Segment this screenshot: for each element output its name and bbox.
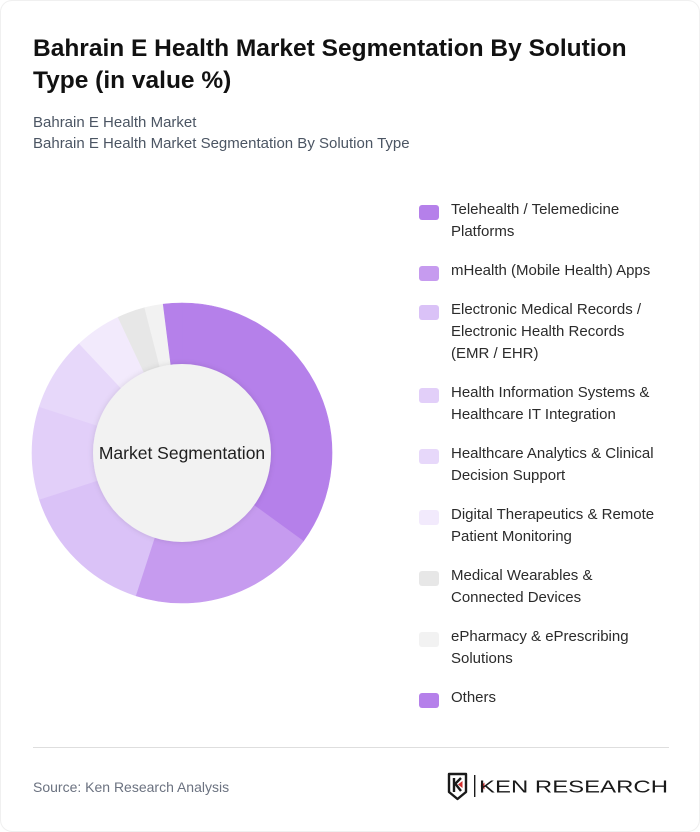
legend-item-digital-therapeutics[interactable]: Digital Therapeutics & Remote Patient Mo… (419, 504, 679, 548)
legend-swatch (419, 510, 439, 525)
donut-hole (93, 364, 271, 542)
legend-label-line: Solutions (451, 650, 513, 667)
legend-label: Medical Wearables & Connected Devices (451, 565, 592, 609)
logo-k-accent (480, 782, 485, 790)
subtitle-market: Bahrain E Health Market (33, 114, 197, 131)
legend-label-line: Platforms (451, 223, 515, 240)
legend-label-line: Connected Devices (451, 589, 582, 606)
legend-label: Digital Therapeutics & Remote Patient Mo… (451, 504, 654, 548)
legend-label-line: Healthcare Analytics & Clinical (451, 445, 654, 462)
legend-label-line: Decision Support (451, 467, 566, 484)
legend-swatch (419, 305, 439, 320)
logo-text: KEN RESEARCH (479, 777, 668, 797)
footer-divider (33, 747, 669, 748)
subtitle-segmentation: Bahrain E Health Market Segmentation By … (33, 135, 410, 152)
legend-label-line: Electronic Medical Records / (451, 301, 642, 318)
legend-label: mHealth (Mobile Health) Apps (451, 260, 650, 282)
legend-item-healthcare-analytics[interactable]: Healthcare Analytics & Clinical Decision… (419, 443, 679, 487)
legend-swatch (419, 266, 439, 281)
legend-label: Health Information Systems & Healthcare … (451, 382, 649, 426)
shield-k-icon (447, 772, 468, 801)
legend-label: Healthcare Analytics & Clinical Decision… (451, 443, 654, 487)
donut-chart: Telehealth / Telemedicine Platforms: 35%… (31, 302, 333, 604)
legend-label-line: mHealth (Mobile Health) Apps (451, 262, 651, 279)
legend-label-line: Digital Therapeutics & Remote (451, 506, 655, 523)
legend-swatch (419, 449, 439, 464)
legend-label-line: ePharmacy & ePrescribing (451, 628, 629, 645)
legend-label: Electronic Medical Records / Electronic … (451, 299, 641, 365)
page-title: Bahrain E Health Market Segmentation By … (33, 35, 627, 94)
legend-item-health-info-systems[interactable]: Health Information Systems & Healthcare … (419, 382, 679, 426)
legend-swatch (419, 205, 439, 220)
legend-swatch (419, 632, 439, 647)
legend-item-emr-ehr[interactable]: Electronic Medical Records / Electronic … (419, 299, 679, 365)
source-note: Source: Ken Research Analysis (33, 779, 230, 795)
donut-svg: Telehealth / Telemedicine Platforms: 35%… (31, 302, 333, 604)
legend-label-line: Others (451, 689, 497, 706)
legend-label: Telehealth / Telemedicine Platforms (451, 199, 619, 243)
legend-label: ePharmacy & ePrescribing Solutions (451, 626, 629, 670)
legend-label-line: Patient Monitoring (451, 528, 572, 545)
legend-label-line: Health Information Systems & (451, 384, 650, 401)
chart-legend: Telehealth / Telemedicine Platforms mHea… (419, 199, 679, 726)
legend-item-telehealth[interactable]: Telehealth / Telemedicine Platforms (419, 199, 679, 243)
ken-research-logo: KEN RESEARCH (447, 772, 668, 801)
legend-label-line: Medical Wearables & (451, 567, 593, 584)
logo-accent (458, 781, 463, 788)
legend-swatch (419, 693, 439, 708)
legend-label-line: (EMR / EHR) (451, 345, 539, 362)
legend-label-line: Telehealth / Telemedicine (451, 201, 620, 218)
legend-item-mhealth[interactable]: mHealth (Mobile Health) Apps (419, 260, 679, 282)
legend-swatch (419, 571, 439, 586)
legend-label-line: Healthcare IT Integration (451, 406, 616, 423)
subtitle: Bahrain E Health Market Bahrain E Health… (33, 112, 669, 154)
legend-label: Others (451, 687, 496, 709)
legend-swatch (419, 388, 439, 403)
legend-item-medical-wearables[interactable]: Medical Wearables & Connected Devices (419, 565, 679, 609)
legend-label-line: Electronic Health Records (451, 323, 625, 340)
legend-item-others[interactable]: Others (419, 687, 679, 709)
legend-item-epharmacy[interactable]: ePharmacy & ePrescribing Solutions (419, 626, 679, 670)
logo-separator (474, 775, 476, 797)
